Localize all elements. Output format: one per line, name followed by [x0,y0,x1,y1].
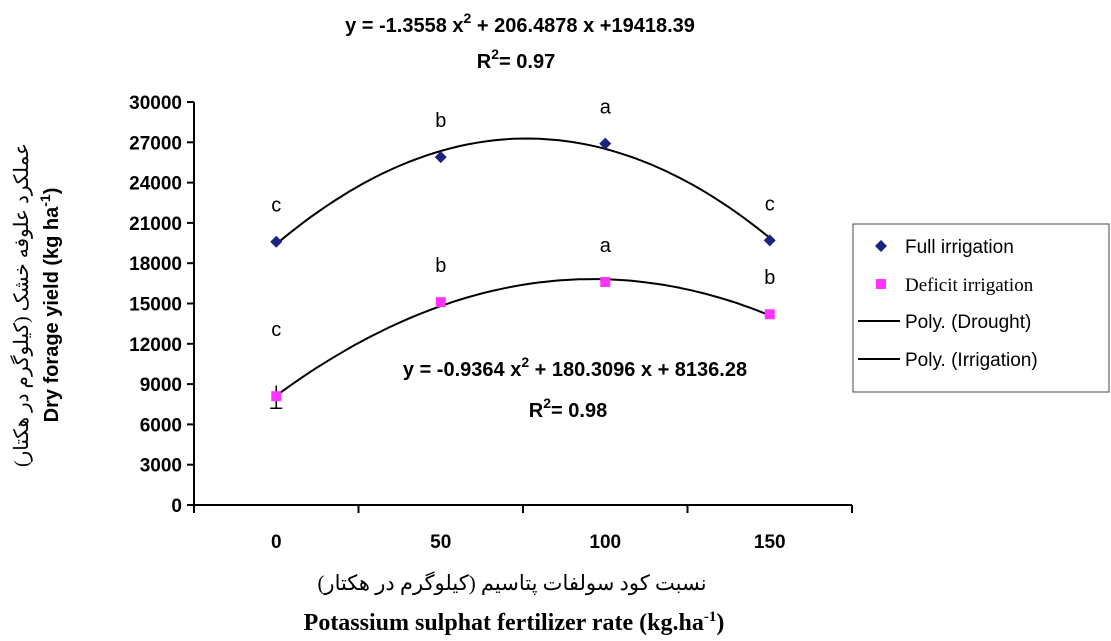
y-tick-label: 6000 [140,415,182,436]
y-tick-label: 12000 [129,335,182,356]
x-ticks: 0 50 100 150 [193,505,853,553]
y-tick-label: 0 [171,496,182,517]
trend-lines [275,137,771,397]
x-tick-label: 0 [271,532,282,553]
x-tick-label: 100 [589,532,621,553]
significance-letters: c b a c c b a b [271,97,775,342]
equation-full-a: y = -1.3558 x [345,15,463,37]
y-tick-label: 9000 [140,375,182,396]
equation-full-b: + 206.4878 x +19418.39 [471,15,695,37]
y-tick-label: 3000 [140,456,182,477]
marker-full-irrigation [763,234,776,247]
data-markers [270,137,776,402]
significance-letter: a [600,97,612,119]
r2-full-value: = 0.97 [499,51,555,73]
y-axis-label-en-main: Dry forage yield (kg ha [41,206,63,422]
marker-deficit-irrigation [764,309,775,320]
legend-label-full: Full irrigation [905,237,1014,258]
legend-label-deficit: Deficit irrigation [905,275,1034,296]
y-axis-label-en-end: ) [41,188,63,195]
equation-deficit-sup: 2 [521,354,529,370]
y-tick-label: 27000 [129,133,182,154]
equation-full: y = -1.3558 x2 + 206.4878 x +19418.39 [345,10,695,37]
x-tick-label: 50 [430,532,451,553]
y-tick-label: 30000 [129,93,182,114]
significance-letter: b [435,255,446,277]
marker-deficit-irrigation [435,297,446,308]
x-axis-label-en: Potassium sulphat fertilizer rate (kg.ha… [304,609,725,636]
r2-deficit: R2= 0.98 [529,395,607,422]
marker-full-irrigation [270,235,283,248]
trend-line-irrigation [275,278,771,397]
x-axis-label-en-end: ) [716,610,724,636]
significance-letter: c [271,319,281,341]
marker-full-irrigation [434,151,447,164]
trend-line-drought [275,137,771,245]
legend-box [852,223,1110,393]
equation-deficit-a: y = -0.9364 x [403,359,521,381]
marker-deficit-irrigation [271,391,282,402]
legend-label-drought: Poly. (Drought) [905,312,1031,333]
legend: Full irrigation Deficit irrigation Poly.… [852,223,1110,393]
significance-letter: b [764,267,775,289]
y-axis-label-en: Dry forage yield (kg ha-1) [37,188,63,423]
y-axis-label-en-sup: -1 [37,194,53,207]
marker-deficit-irrigation [600,277,611,288]
y-tick-label: 24000 [129,174,182,195]
y-tick-label: 21000 [129,214,182,235]
legend-marker-full [875,240,887,252]
marker-full-irrigation [599,137,612,150]
legend-label-irrigation: Poly. (Irrigation) [905,350,1038,371]
significance-letter: c [765,193,775,215]
legend-marker-deficit [876,279,886,289]
significance-letter: b [435,110,446,132]
equation-deficit-b: + 180.3096 x + 8136.28 [529,359,747,381]
x-axis-label-en-main: Potassium sulphat fertilizer rate (kg.ha [304,610,704,636]
axes [193,102,852,506]
y-ticks: 0 3000 6000 9000 12000 15000 18000 21000 24000 27… [129,93,194,517]
equation-full-sup: 2 [464,10,472,26]
x-axis-label-fa: نسبت کود سولفات پتاسیم (کیلوگرم در هکتار… [317,571,706,596]
x-tick-label: 150 [754,532,786,553]
y-tick-label: 18000 [129,254,182,275]
r2-deficit-value: = 0.98 [551,400,607,422]
significance-letter: c [271,195,281,217]
y-tick-label: 15000 [129,295,182,316]
r2-full: R2= 0.97 [477,46,555,73]
x-axis-label-en-sup: -1 [704,609,717,625]
equation-deficit: y = -0.9364 x2 + 180.3096 x + 8136.28 [403,354,747,381]
significance-letter: a [600,235,612,257]
y-axis-label-fa: عملکرد علوفه خشک (کیلوگرم در هکتار) [10,143,33,467]
